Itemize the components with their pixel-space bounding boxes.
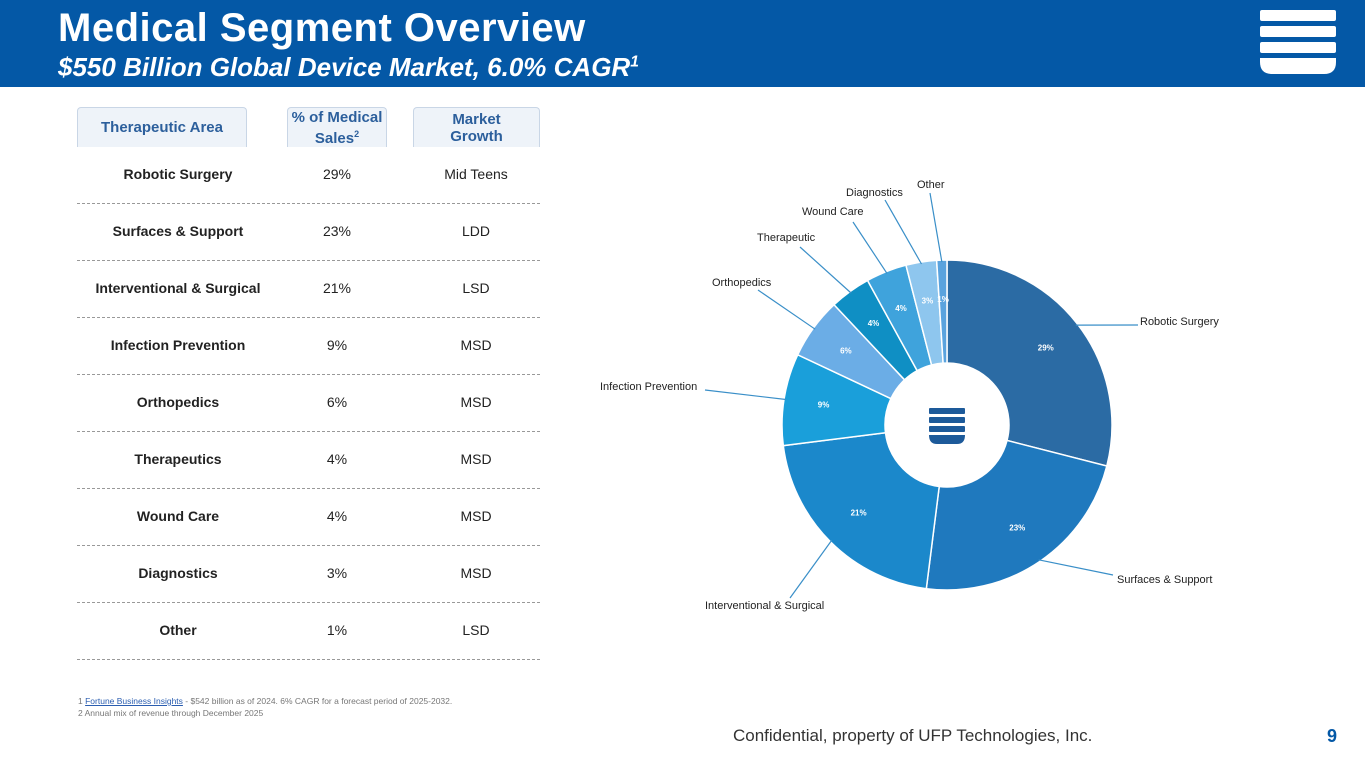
leader-line: [757, 289, 816, 330]
table-cell: MSD: [460, 337, 492, 353]
footer-text: Confidential, property of UFP Technologi…: [733, 726, 1093, 745]
leader-line: [1038, 559, 1114, 576]
slice: [782, 431, 941, 590]
table-cell: LSD: [462, 280, 490, 296]
table-header: Market Growth: [413, 107, 540, 147]
slice-label: 23%: [1009, 523, 1025, 532]
category-label: Therapeutic: [757, 232, 816, 244]
note-marker: 1: [630, 53, 639, 71]
row-divider: [77, 488, 540, 489]
category-label: Wound Care: [802, 206, 864, 218]
footnote-marker: 2: [78, 708, 83, 718]
footnotes: 1 Fortune Business Insights - $542 billi…: [78, 695, 452, 719]
category-label: Orthopedics: [712, 277, 772, 289]
table-cell: 29%: [322, 166, 352, 182]
slice-label: 6%: [840, 347, 852, 356]
slice: [946, 259, 1113, 467]
slice: [935, 259, 948, 364]
leader-line: [884, 199, 923, 265]
table-cell: Other: [159, 622, 197, 638]
slice: [925, 439, 1108, 591]
table-cell: 9%: [326, 337, 348, 353]
leader-line: [799, 246, 852, 294]
center-logo: [929, 426, 965, 432]
table-cell: Surfaces & Support: [112, 223, 244, 239]
slice-label: 4%: [895, 304, 907, 313]
category-label: Robotic Surgery: [1140, 316, 1219, 328]
footnote: 1 Fortune Business Insights - $542 billi…: [78, 695, 452, 707]
row-divider: [77, 545, 540, 546]
table-cell: 21%: [322, 280, 352, 296]
table-cell: MSD: [460, 451, 492, 467]
table-cell: 1%: [326, 622, 348, 638]
header-bar: [0, 0, 1365, 87]
table-cell: Therapeutics: [134, 451, 222, 467]
slice-label: 3%: [922, 297, 934, 306]
footnote-text: Annual mix of revenue through December 2…: [82, 708, 264, 718]
header-text: % of Medical Sales: [291, 108, 383, 147]
slice-label: 21%: [851, 508, 867, 517]
row-divider: [77, 260, 540, 261]
leader-line: [852, 221, 888, 274]
category-label: Other: [917, 179, 945, 191]
note-marker: 2: [354, 128, 360, 139]
leader-line: [789, 539, 833, 599]
title: Medical Segment Overview: [58, 6, 586, 50]
row-divider: [77, 374, 540, 375]
table-cell: MSD: [460, 508, 492, 524]
slice-label: 1%: [937, 295, 949, 304]
table-cell: Orthopedics: [136, 394, 220, 410]
category-label: Infection Prevention: [600, 381, 697, 393]
row-divider: [77, 431, 540, 432]
table-cell: Wound Care: [136, 508, 220, 524]
footnote: 2 Annual mix of revenue through December…: [78, 707, 452, 719]
table-header: Therapeutic Area: [77, 107, 247, 147]
category-label: Interventional & Surgical: [705, 600, 824, 612]
table-cell: LDD: [461, 223, 490, 239]
slice-label: 4%: [868, 319, 880, 328]
row-divider: [77, 317, 540, 318]
subtitle-text: $550 Billion Global Device Market, 6.0% …: [58, 52, 631, 82]
row-divider: [77, 659, 540, 660]
slice-label: 9%: [818, 401, 830, 410]
table-cell: Interventional & Surgical: [95, 280, 261, 296]
donut-chart: 29% Robotic Surgery 23% Surfaces & Support 2…: [600, 179, 1219, 612]
row-divider: [77, 203, 540, 204]
footnote-marker: 1: [78, 696, 83, 706]
subtitle: $550 Billion Global Device Market, 6.0% …: [58, 52, 639, 83]
page-number: 9: [1327, 726, 1338, 746]
table-cell: 23%: [322, 223, 352, 239]
table-header: % of Medical Sales2: [287, 107, 387, 147]
footnote-text: - $542 billion as of 2024. 6% CAGR for a…: [182, 696, 453, 706]
center-logo: [929, 408, 965, 414]
table-cell: 6%: [326, 394, 348, 410]
logo: [1260, 10, 1336, 74]
table-cell: 4%: [326, 451, 348, 467]
table-cell: Robotic Surgery: [123, 166, 233, 182]
center-logo: [929, 417, 965, 423]
footnote-link[interactable]: Fortune Business Insights: [85, 696, 183, 706]
center-logo: [929, 435, 965, 444]
table-cell: Infection Prevention: [110, 337, 246, 353]
table-cell: MSD: [460, 565, 492, 581]
row-divider: [77, 602, 540, 603]
leader-line: [704, 389, 787, 401]
table-cell: LSD: [462, 622, 490, 638]
leader-line: [929, 192, 943, 263]
table-cell: 3%: [326, 565, 348, 581]
table-cell: Mid Teens: [444, 166, 508, 182]
donut-hole: [886, 364, 1008, 486]
table-cell: Diagnostics: [138, 565, 218, 581]
table-cell: MSD: [460, 394, 492, 410]
slice-label: 29%: [1038, 343, 1054, 352]
category-label: Diagnostics: [846, 187, 903, 199]
table-cell: 4%: [326, 508, 348, 524]
category-label: Surfaces & Support: [1117, 574, 1212, 586]
